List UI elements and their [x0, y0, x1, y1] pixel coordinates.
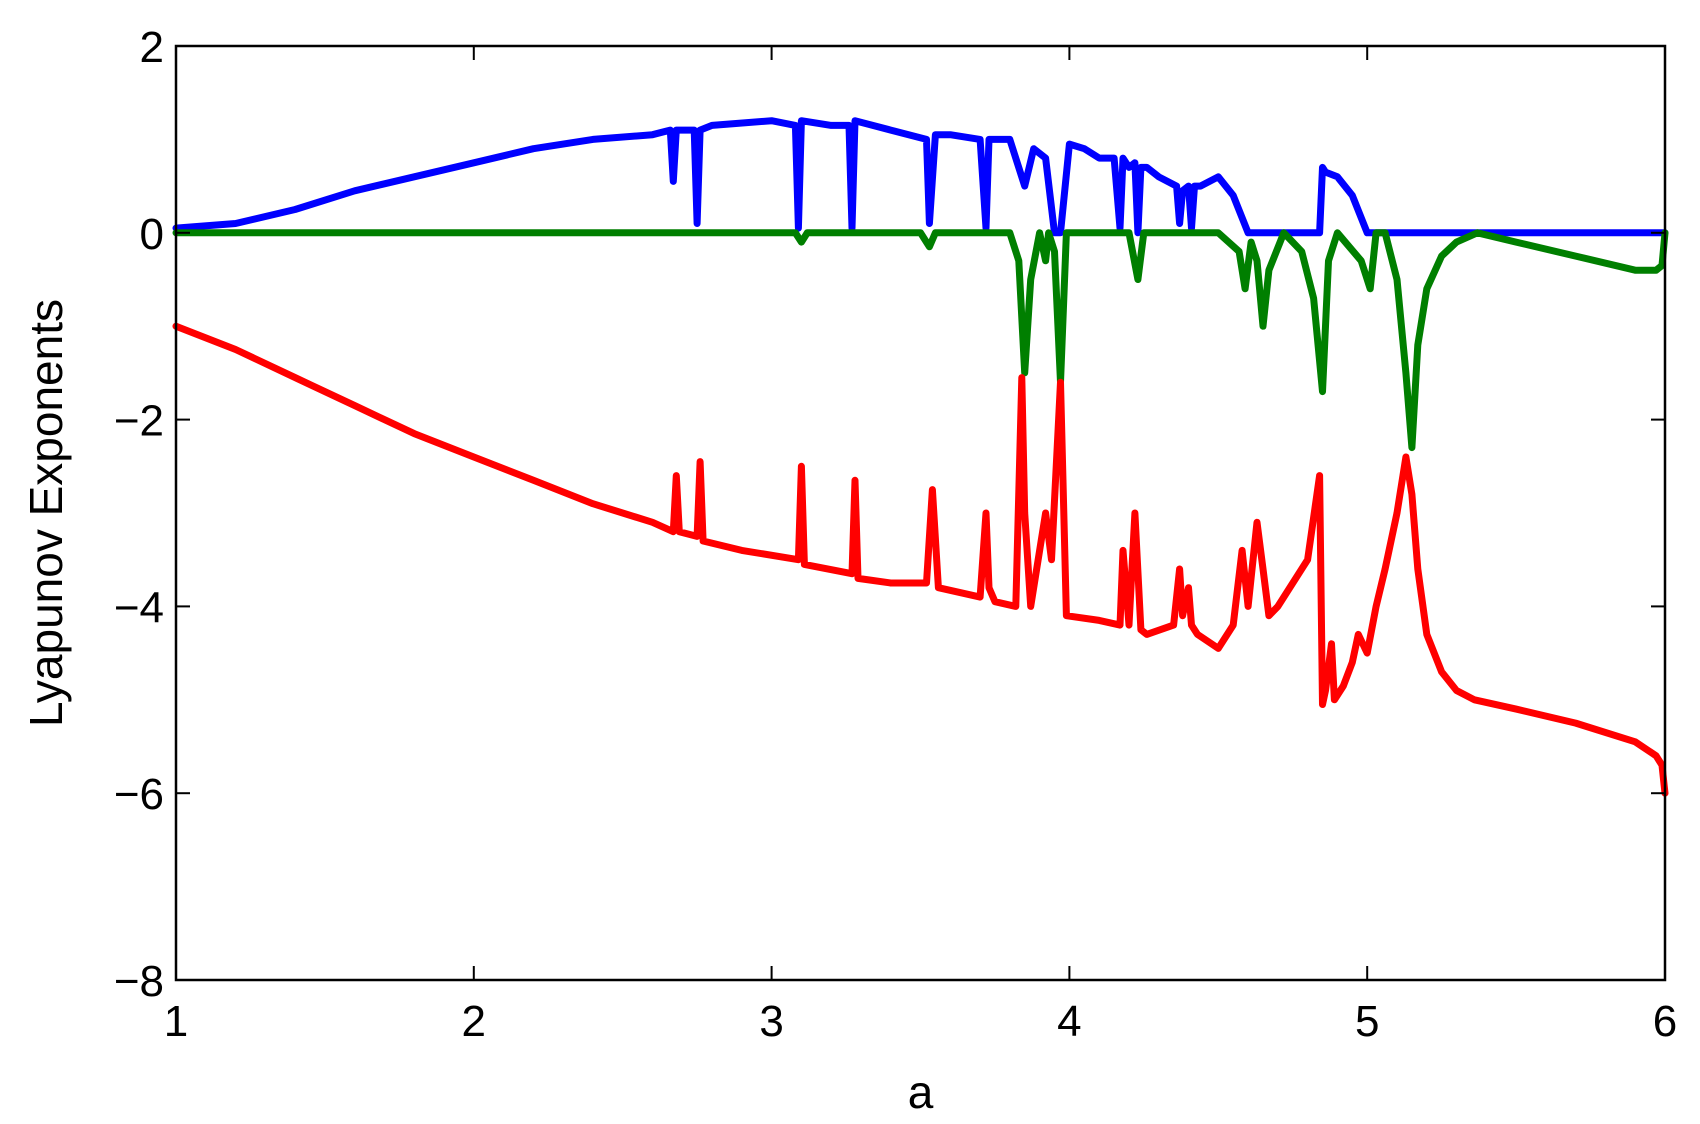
y-tick-label: −8: [114, 957, 164, 1006]
x-tick-label: 5: [1355, 997, 1379, 1046]
tick-layer: 1 2 3 4 5 6 −8 −6 −4 −2 0 2: [114, 23, 1677, 1046]
y-tick-label: 2: [140, 23, 164, 72]
x-axis-label: a: [908, 1066, 934, 1118]
y-tick-label: −6: [114, 770, 164, 819]
y-tick-label: −4: [114, 583, 164, 632]
y-tick-label: 0: [140, 210, 164, 259]
series-layer: [172, 117, 1669, 797]
x-tick-label: 4: [1057, 997, 1081, 1046]
x-tick-label: 1: [164, 997, 188, 1046]
y-tick-label: −2: [114, 397, 164, 446]
y-axis-label: Lyapunov Exponents: [20, 299, 72, 727]
plot-frame: [174, 44, 1667, 982]
series-line-2: [172, 229, 1669, 452]
x-tick-label: 2: [462, 997, 486, 1046]
series-line-3: [172, 322, 1669, 797]
series-line-1: [172, 117, 1669, 237]
x-tick-label: 3: [759, 997, 783, 1046]
x-tick-label: 6: [1653, 997, 1677, 1046]
